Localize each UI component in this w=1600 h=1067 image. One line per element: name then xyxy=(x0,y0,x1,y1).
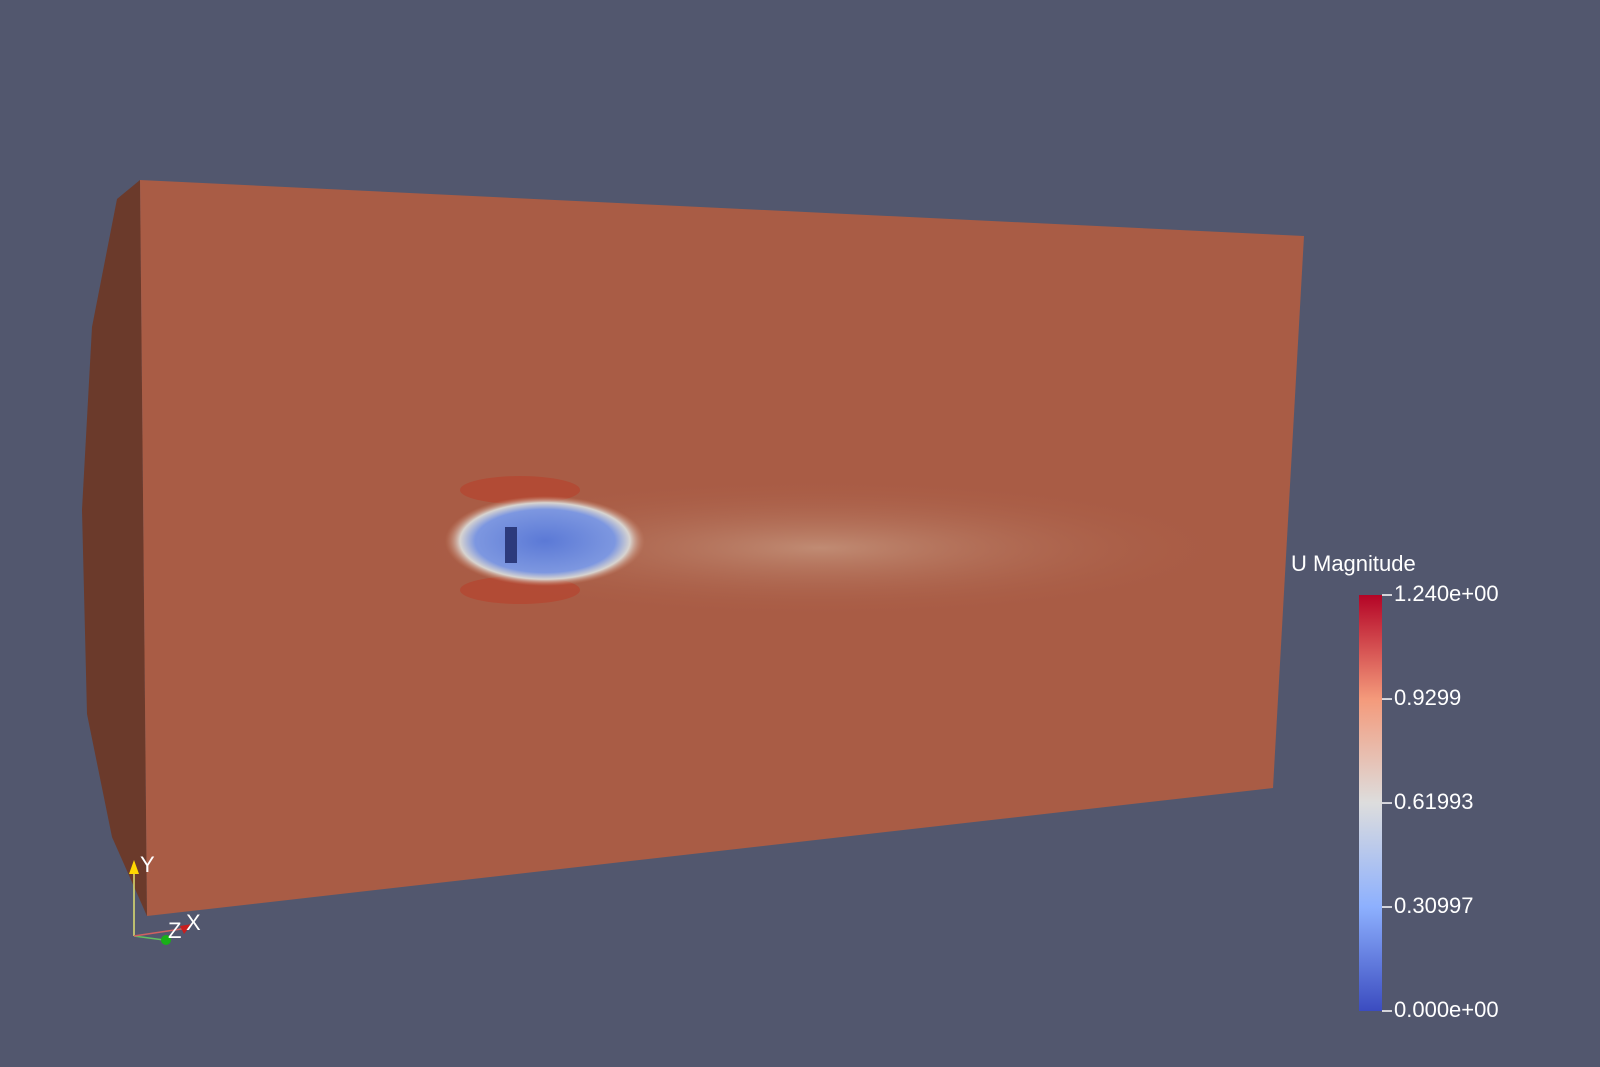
color-bar-tick-label: 0.9299 xyxy=(1394,685,1461,710)
x-arrow xyxy=(180,924,192,934)
z-axis xyxy=(133,935,165,941)
color-bar-tick-label: 0.61993 xyxy=(1394,789,1474,814)
domain-side-face xyxy=(82,180,147,916)
axis-label: X xyxy=(186,910,201,935)
body-object xyxy=(505,527,517,563)
orientation-axes: Y Z X xyxy=(129,852,201,945)
color-bar-tick-label: 1.240e+00 xyxy=(1394,581,1499,606)
color-bar-tick-label: 0.30997 xyxy=(1394,893,1474,918)
z-arrow xyxy=(161,935,171,945)
x-axis xyxy=(133,927,189,937)
axis-label: Z xyxy=(168,918,181,943)
y-arrow xyxy=(129,860,139,874)
axis-label: Y xyxy=(140,852,155,877)
low-velocity-core xyxy=(445,496,645,586)
legend-title: U Magnitude xyxy=(1291,551,1416,576)
color-bar-tick-label: 0.000e+00 xyxy=(1394,997,1499,1022)
color-bar xyxy=(1359,595,1382,1011)
